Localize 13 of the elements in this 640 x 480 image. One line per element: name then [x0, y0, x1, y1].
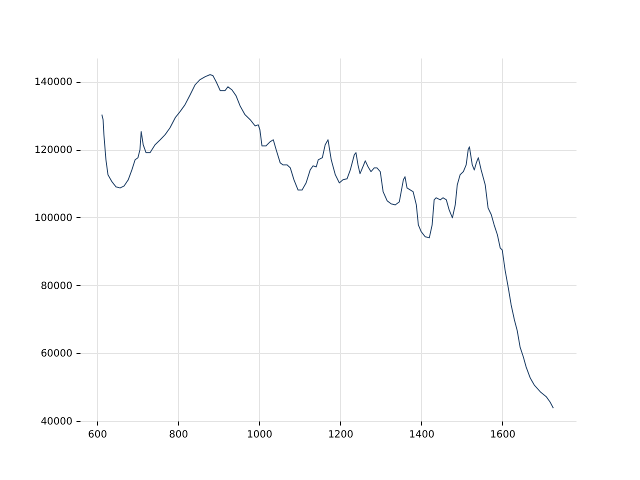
x-tick-label: 1200 — [328, 430, 354, 440]
x-tick-label: 1600 — [490, 430, 516, 440]
y-tick-label: 80000 — [40, 280, 72, 292]
x-tick-label: 600 — [88, 430, 108, 440]
y-tick-label: 140000 — [34, 77, 72, 88]
y-tick-label: 120000 — [34, 145, 72, 156]
y-tick-label: 60000 — [40, 348, 72, 360]
x-tick-label: 1400 — [408, 430, 434, 440]
y-tick-label: 100000 — [34, 212, 72, 224]
x-tick-label: 800 — [169, 430, 188, 440]
line-series — [101, 74, 554, 409]
x-tick-label: 1000 — [246, 430, 272, 440]
y-tick-label: 40000 — [40, 416, 72, 428]
